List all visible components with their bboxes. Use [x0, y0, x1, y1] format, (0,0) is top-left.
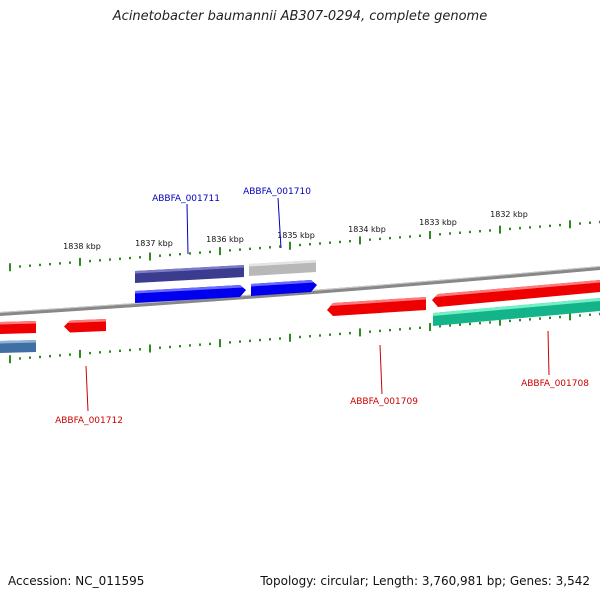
gene-label-abbfa-001708[interactable]: ABBFA_001708: [521, 379, 589, 389]
gene-label-abbfa-001709[interactable]: ABBFA_001709: [350, 397, 418, 407]
accession-text: Accession: NC_011595: [8, 574, 145, 588]
feature-abbfa-001708-track[interactable]: [433, 298, 600, 326]
scale-label: 1835 kbp: [277, 231, 315, 240]
feature-abbfa-001709[interactable]: [327, 297, 426, 316]
scale-label: 1834 kbp: [348, 225, 386, 234]
feature-abbfa-001712[interactable]: [64, 319, 106, 333]
genome-backbone: [0, 266, 600, 316]
scale-label: 1832 kbp: [490, 210, 528, 219]
scale-label: 1833 kbp: [419, 218, 457, 227]
scale-label: 1837 kbp: [135, 239, 173, 248]
feature-abbfa-001711[interactable]: [135, 285, 246, 303]
feature-abbfa-001711-track[interactable]: [135, 265, 244, 283]
gene-label-abbfa-001710[interactable]: ABBFA_001710: [243, 187, 311, 197]
feature-abbfa-001708[interactable]: [432, 280, 600, 307]
feature-left-partial-red[interactable]: [0, 321, 36, 334]
feature-abbfa-001710-track[interactable]: [249, 260, 316, 276]
feature-left-partial-blue[interactable]: [0, 340, 36, 353]
gene-label-abbfa-001712[interactable]: ABBFA_001712: [55, 416, 123, 426]
scale-ticks: [9, 220, 600, 364]
genome-title: Acinetobacter baumannii AB307-0294, comp…: [112, 9, 488, 24]
feature-abbfa-001710[interactable]: [251, 280, 317, 296]
gene-label-abbfa-001711[interactable]: ABBFA_001711: [152, 194, 220, 204]
scale-labels: 1838 kbp 1837 kbp 1836 kbp 1835 kbp 1834 kbp…: [63, 210, 528, 251]
scale-label: 1838 kbp: [63, 242, 101, 251]
scale-label: 1836 kbp: [206, 235, 244, 244]
topology-text: Topology: circular; Length: 3,760,981 bp…: [260, 574, 590, 588]
